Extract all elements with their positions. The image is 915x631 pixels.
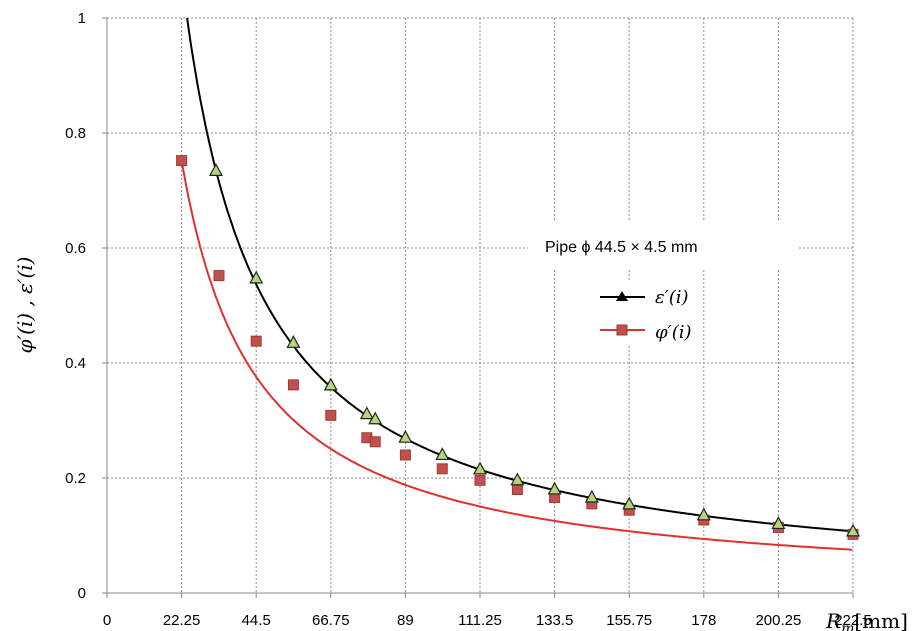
x-tick-label: 0 bbox=[103, 612, 111, 629]
y-tick-label: 1 bbox=[78, 10, 86, 27]
epsilon-point bbox=[622, 496, 637, 510]
legend-title-background bbox=[528, 222, 798, 268]
y-tick-label: 0 bbox=[78, 585, 86, 602]
x-tick-label: 111.25 bbox=[458, 612, 502, 629]
epsilon-point bbox=[359, 406, 374, 420]
phi-point bbox=[287, 379, 299, 391]
y-tick-label: 0.6 bbox=[65, 240, 86, 257]
phi-point bbox=[176, 155, 188, 167]
legend-marker-phi bbox=[616, 324, 628, 336]
legend-marker-epsilon bbox=[616, 291, 628, 301]
x-axis-label-unit: [mm] bbox=[854, 609, 908, 631]
x-tick-label: 178 bbox=[691, 612, 716, 629]
legend-title: Pipe ϕ 44.5 × 4.5 mm bbox=[545, 239, 698, 256]
epsilon-point bbox=[547, 481, 562, 495]
phi-point bbox=[511, 484, 523, 495]
epsilon-point bbox=[435, 447, 450, 461]
phi-series-line bbox=[180, 160, 853, 551]
epsilon-point bbox=[398, 429, 413, 443]
y-tick-label: 0.4 bbox=[65, 355, 86, 372]
grid bbox=[107, 17, 854, 593]
y-axis-label: φ′(i) , ε′(i) bbox=[13, 257, 37, 354]
epsilon-point bbox=[286, 335, 301, 348]
epsilon-point bbox=[323, 377, 338, 391]
x-tick-label: 222.5 bbox=[834, 612, 872, 629]
phi-point bbox=[474, 474, 486, 486]
phi-point bbox=[399, 449, 411, 461]
x-tick-label: 133.5 bbox=[536, 612, 574, 629]
tick-labels: 0 22.25 44.5 66.75 89 111.25 133.5 155.75 178 200… bbox=[65, 10, 872, 629]
phi-point bbox=[250, 335, 262, 347]
legend: Pipe ϕ 44.5 × 4.5 mm ε′(i) φ′(i) bbox=[528, 222, 798, 346]
epsilon-point bbox=[368, 411, 383, 425]
epsilon-point bbox=[771, 516, 786, 530]
epsilon-point bbox=[584, 489, 599, 503]
x-tick-label: 44.5 bbox=[242, 612, 271, 629]
x-tick-label: 155.75 bbox=[606, 612, 652, 629]
phi-point bbox=[436, 463, 448, 475]
epsilon-point bbox=[696, 507, 711, 521]
x-tick-label: 89 bbox=[397, 612, 414, 629]
epsilon-point bbox=[472, 461, 488, 475]
epsilon-point bbox=[249, 270, 264, 284]
x-axis-label-sub: m bbox=[841, 621, 854, 631]
x-axis-label: Rm[mm] bbox=[825, 609, 908, 631]
legend-label-epsilon: ε′(i) bbox=[655, 287, 689, 308]
axes bbox=[102, 17, 854, 598]
epsilon-point bbox=[208, 163, 223, 176]
x-axis-label-var: R bbox=[825, 609, 841, 631]
y-tick-label: 0.8 bbox=[65, 125, 86, 142]
series-group bbox=[176, 17, 861, 551]
x-tick-label: 66.75 bbox=[312, 612, 350, 629]
y-tick-label: 0.2 bbox=[65, 470, 86, 487]
x-tick-label: 22.25 bbox=[163, 612, 201, 629]
legend-background bbox=[582, 280, 702, 346]
x-tick-label: 200.25 bbox=[755, 612, 801, 629]
legend-label-phi: φ′(i) bbox=[655, 322, 692, 343]
phi-point bbox=[213, 270, 225, 282]
epsilon-point bbox=[510, 472, 525, 486]
epsilon-series-line bbox=[186, 17, 853, 533]
epsilon-point bbox=[845, 523, 861, 537]
phi-point bbox=[325, 409, 337, 421]
phi-point bbox=[369, 436, 381, 448]
